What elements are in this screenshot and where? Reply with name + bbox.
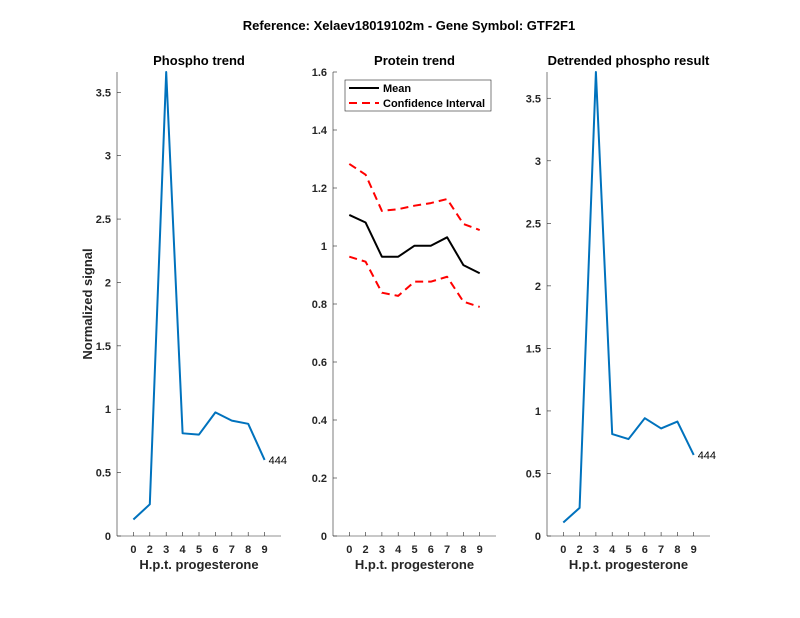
y-tick-label: 3.5 <box>526 93 541 105</box>
x-tick-label: 0 <box>130 544 136 556</box>
x-tick-label: 7 <box>229 544 235 556</box>
x-axis-label: H.p.t. progesterone <box>139 557 258 572</box>
x-tick-label: 3 <box>593 544 599 556</box>
x-tick-label: 3 <box>163 544 169 556</box>
axes: 00.20.40.60.811.21.41.60 2 3 4 5 6 7 8 9 <box>312 67 496 556</box>
x-tick-label: 7 <box>444 544 450 556</box>
panel-title: Detrended phospho result <box>548 53 710 68</box>
x-tick-label: 7 <box>658 544 664 556</box>
x-tick-label: 4 <box>180 544 187 556</box>
y-tick-label: 0.5 <box>96 468 111 480</box>
panel-phospho-trend: Phospho trend H.p.t. progesterone Normal… <box>80 53 287 572</box>
y-tick-label: 3 <box>535 156 541 168</box>
x-axis-label: H.p.t. progesterone <box>355 557 474 572</box>
legend: Mean Confidence Interval <box>344 79 492 112</box>
x-tick-label: 5 <box>196 544 202 556</box>
series-line-confidence-interval <box>348 163 481 231</box>
y-tick-label: 2 <box>535 281 541 293</box>
series-line-confidence-interval-lower <box>349 255 481 308</box>
x-tick-label: 6 <box>642 544 648 556</box>
y-tick-label: 1.5 <box>526 343 541 355</box>
y-tick-label: 1.6 <box>312 67 327 79</box>
y-tick-label: 0.2 <box>312 473 327 485</box>
x-axis-label: H.p.t. progesterone <box>569 557 688 572</box>
x-tick-label: 8 <box>674 544 680 556</box>
x-tick-label: 3 <box>379 544 385 556</box>
x-tick-label: 2 <box>363 544 369 556</box>
data-annotation: 444 <box>269 455 287 467</box>
y-tick-label: 1.5 <box>96 341 111 353</box>
y-tick-label: 1 <box>535 406 541 418</box>
y-tick-label: 0.8 <box>312 299 327 311</box>
x-tick-label: 2 <box>577 544 583 556</box>
x-tick-label: 2 <box>147 544 153 556</box>
x-tick-label: 5 <box>625 544 631 556</box>
x-tick-label: 9 <box>262 544 268 556</box>
y-tick-label: 2.5 <box>526 218 541 230</box>
panel-title: Protein trend <box>374 53 455 68</box>
series-line-phospho <box>132 71 266 521</box>
x-tick-label: 6 <box>212 544 218 556</box>
series-line-mean <box>348 214 481 275</box>
x-tick-label: 5 <box>411 544 417 556</box>
y-tick-label: 0 <box>535 531 541 543</box>
y-tick-label: 1 <box>321 241 327 253</box>
y-tick-label: 3.5 <box>96 87 111 99</box>
series-line-detrended-phospho <box>562 71 695 524</box>
y-tick-label: 0 <box>105 531 111 543</box>
legend-box <box>344 79 492 112</box>
y-tick-label: 1.2 <box>312 183 327 195</box>
x-tick-label: 9 <box>691 544 697 556</box>
panel-protein-trend: Protein trend H.p.t. progesterone Mean C… <box>312 53 496 572</box>
y-tick-label: 0.5 <box>526 468 541 480</box>
x-tick-label: 0 <box>346 544 352 556</box>
axes: 00.511.522.533.50 2 3 4 5 6 7 8 9 <box>96 72 281 556</box>
legend-label-confidence-interval: Confidence Interval <box>383 98 485 110</box>
y-tick-label: 1.4 <box>312 125 328 137</box>
legend-label-mean: Mean <box>383 83 411 95</box>
y-tick-label: 0.6 <box>312 357 327 369</box>
x-tick-label: 4 <box>609 544 616 556</box>
x-tick-label: 6 <box>428 544 434 556</box>
y-tick-label: 0 <box>321 531 327 543</box>
y-tick-label: 0.4 <box>312 415 328 427</box>
x-tick-label: 8 <box>245 544 251 556</box>
x-tick-label: 9 <box>477 544 483 556</box>
y-tick-label: 2 <box>105 277 111 289</box>
panel-detrended-phospho: Detrended phospho result H.p.t. progeste… <box>526 53 716 572</box>
panel-title: Phospho trend <box>153 53 245 68</box>
data-annotation: 444 <box>698 450 716 462</box>
y-tick-label: 3 <box>105 151 111 163</box>
x-tick-label: 4 <box>395 544 402 556</box>
x-tick-label: 0 <box>560 544 566 556</box>
axes: 00.511.522.533.50 2 3 4 5 6 7 8 9 <box>526 72 710 556</box>
x-tick-label: 8 <box>460 544 466 556</box>
figure-title: Reference: Xelaev18019102m - Gene Symbol… <box>243 18 575 33</box>
y-axis-label: Normalized signal <box>80 248 95 359</box>
y-tick-label: 1 <box>105 404 111 416</box>
y-tick-label: 2.5 <box>96 214 111 226</box>
